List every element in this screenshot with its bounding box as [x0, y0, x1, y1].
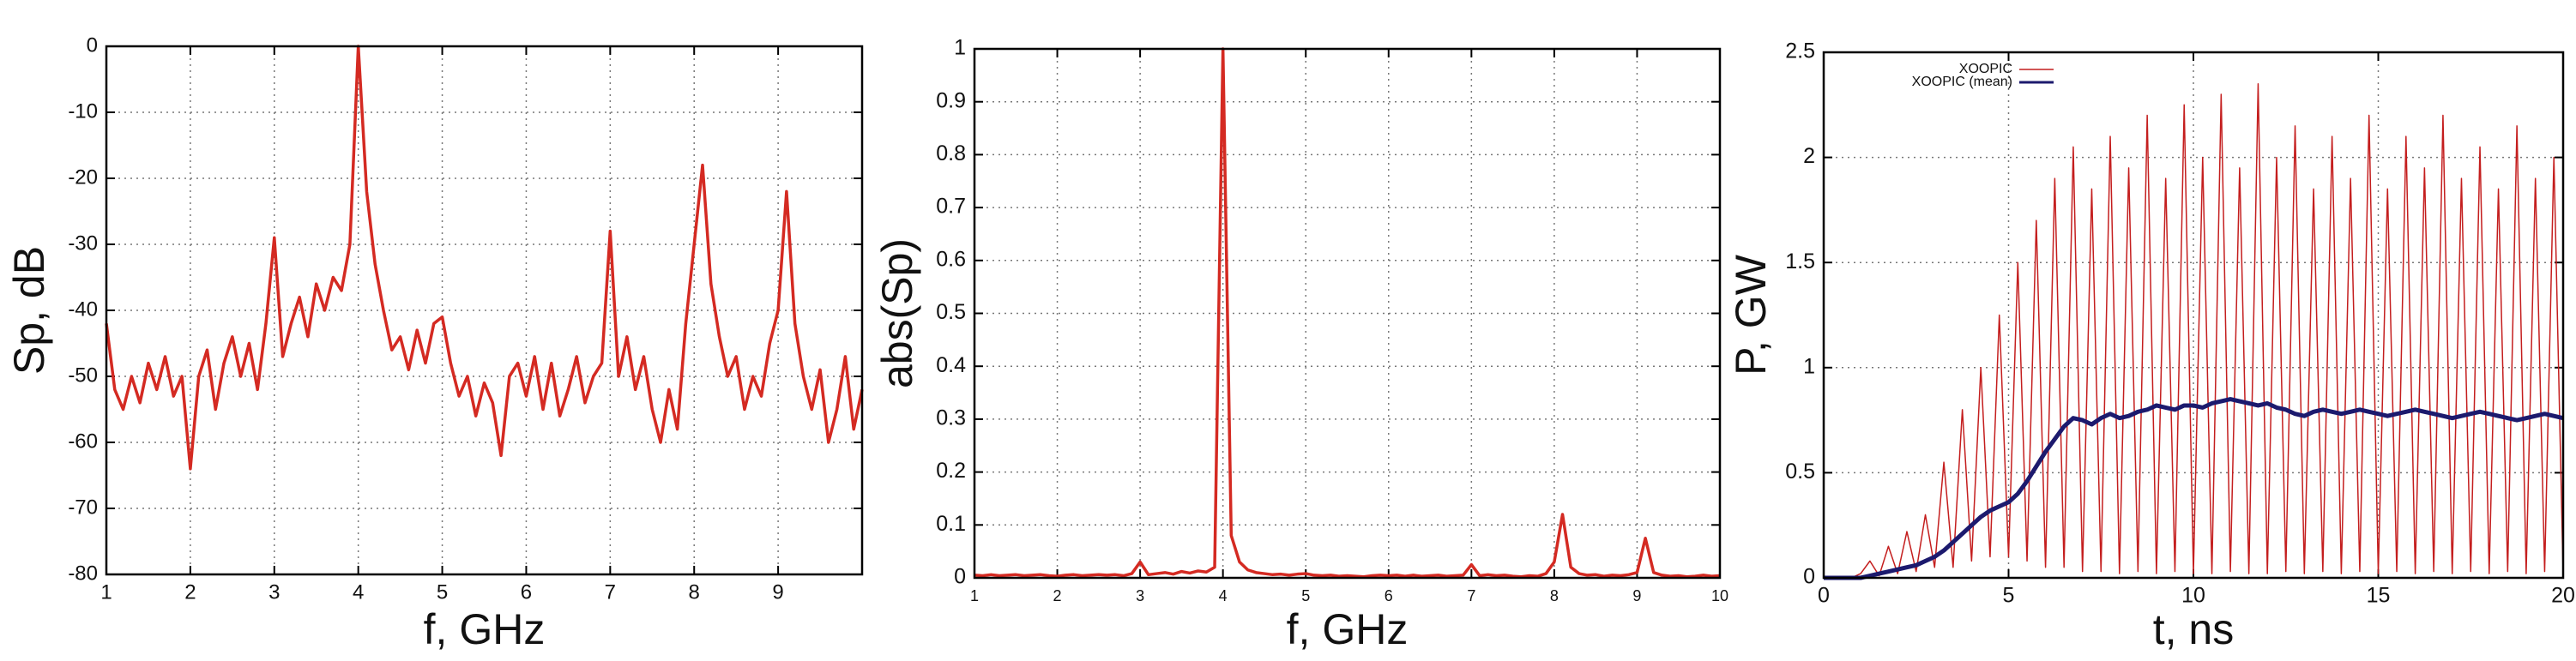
x-tick-label: 0: [1818, 584, 1830, 608]
x-tick-label: 5: [1301, 587, 1310, 604]
data-line: [974, 47, 1721, 579]
x-tick-label: 8: [689, 580, 700, 604]
y-tick-label: -20: [68, 165, 98, 189]
y-tick-label: 1: [954, 36, 966, 60]
x-tick-label: 8: [1550, 587, 1559, 604]
x-axis-label: t, ns: [2153, 605, 2234, 653]
x-tick-label: 7: [605, 580, 616, 604]
y-tick-label: 0.7: [936, 195, 966, 219]
y-tick-label: 0.9: [936, 88, 966, 112]
x-tick-label: 5: [2003, 584, 2015, 608]
chart: 0 0.5 1 1.5 2 2.5 0 5 10 15 20 t, ns P, GW XOOPICXOOP…: [1727, 39, 2575, 654]
y-tick-label: 0.8: [936, 141, 966, 165]
x-tick-label: 7: [1467, 587, 1475, 604]
legend-label: XOOPIC: [1959, 62, 2012, 76]
x-tick-label: 6: [521, 580, 532, 604]
x-tick-label: 3: [1136, 587, 1144, 604]
y-tick-label: 0.3: [936, 406, 966, 430]
y-tick-label: -50: [68, 364, 98, 387]
y-tick-label: 0.5: [936, 300, 966, 324]
chart: 0 0.1 0.2 0.3 0.4 0.5 0.6 0.7 0.8 0.9 1 1 2 3 4 5 6 7 8 9 10…: [873, 36, 1728, 654]
x-tick-label: 2: [184, 580, 196, 604]
y-tick-label: 0: [954, 565, 966, 589]
x-tick-label: 10: [2181, 584, 2205, 608]
x-tick-label: 2: [1053, 587, 1062, 604]
x-axis-label: f, GHz: [424, 605, 546, 653]
y-tick-label: 2: [1803, 144, 1815, 168]
x-tick-label: 1: [970, 587, 979, 604]
x-axis-label: f, GHz: [1287, 605, 1409, 653]
plot-frame: [973, 47, 1722, 580]
x-tick-label: 10: [1711, 587, 1728, 604]
data-line: [105, 45, 864, 471]
y-tick-label: -80: [68, 562, 98, 585]
y-tick-label: 0.1: [936, 512, 966, 536]
plot-frame: [105, 45, 864, 576]
legend-label: XOOPIC (mean): [1912, 75, 2012, 89]
y-tick-label: 1.5: [1785, 249, 1815, 273]
y-tick-label: -30: [68, 231, 98, 255]
data-line: [1824, 397, 2564, 580]
y-tick-label: -60: [68, 430, 98, 453]
y-tick-label: 0.5: [1785, 460, 1815, 484]
y-axis-label: P, GW: [1727, 254, 1775, 376]
plot-frame: [1822, 51, 2565, 580]
y-axis-label: Sp, dB: [5, 246, 53, 375]
data-line: [1824, 83, 2564, 579]
x-tick-label: 4: [353, 580, 364, 604]
y-tick-label: 0.6: [936, 247, 966, 271]
y-tick-label: 1: [1803, 354, 1815, 378]
y-tick-label: 2.5: [1785, 39, 1815, 63]
x-tick-label: 1: [100, 580, 112, 604]
y-tick-label: 0: [1803, 565, 1815, 589]
x-tick-label: 4: [1219, 587, 1228, 604]
y-tick-label: 0: [87, 33, 98, 57]
y-tick-label: -70: [68, 496, 98, 519]
x-tick-label: 9: [772, 580, 783, 604]
chart: 0 -10 -20 -30 -40 -50 -60 -70 -801 2 3 4 5 6 7 8 9 f, GHz…: [5, 33, 864, 653]
x-tick-label: 9: [1632, 587, 1641, 604]
y-tick-label: -10: [68, 99, 98, 123]
x-tick-label: 20: [2551, 584, 2575, 608]
y-tick-label: -40: [68, 297, 98, 321]
x-tick-label: 6: [1385, 587, 1393, 604]
x-tick-label: 5: [437, 580, 448, 604]
y-tick-label: 0.4: [936, 353, 966, 377]
y-axis-label: abs(Sp): [873, 238, 921, 388]
x-tick-label: 15: [2367, 584, 2391, 608]
x-tick-label: 3: [268, 580, 280, 604]
y-tick-label: 0.2: [936, 459, 966, 483]
